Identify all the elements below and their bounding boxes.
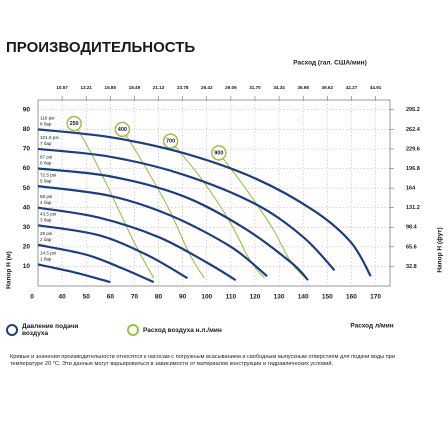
x2-axis-label: Расход (гал. США/мин) — [293, 60, 367, 67]
bar-label: 8 бар — [40, 122, 52, 127]
y-tick-label: 40 — [23, 204, 31, 211]
x-origin-label: 0 — [30, 294, 34, 301]
x2-tick-label: 34.34 — [273, 85, 285, 90]
y2-tick-label: 32.8 — [406, 264, 417, 270]
x-tick-label: 40 — [58, 294, 66, 301]
bar-label: 1 бар — [40, 257, 52, 262]
air-curve — [73, 123, 155, 279]
psi-label: 29 psi — [40, 231, 52, 236]
y-axis-label: Напор Н (м) — [6, 251, 13, 289]
y-tick-label: 20 — [23, 244, 31, 251]
x2-tick-label: 21.13 — [153, 85, 165, 90]
pressure-curve — [37, 224, 189, 280]
air-label-bubble — [114, 121, 131, 138]
bar-label: 2 бар — [40, 237, 52, 242]
x-tick-label: 70 — [131, 294, 139, 301]
pressure-curve — [37, 206, 237, 282]
y-tick-label: 90 — [23, 107, 31, 114]
y2-tick-label: 65.6 — [406, 244, 417, 250]
y-tick-label: 80 — [23, 126, 31, 133]
bar-label: 7 бар — [40, 141, 52, 146]
pressure-curve — [37, 185, 268, 278]
pressure-curve — [37, 263, 111, 284]
x-axis-label: Расход л/мин — [350, 323, 393, 330]
y-tick-label: 50 — [23, 185, 31, 192]
air-label-bubble — [211, 145, 227, 161]
y2-axis-label: Напор Н (фут) — [437, 227, 444, 272]
x-tick-label: 170 — [370, 294, 381, 301]
pressure-curve — [37, 128, 372, 277]
x-tick-label: 100 — [201, 294, 212, 301]
x-tick-label: 140 — [298, 294, 309, 301]
x2-tick-label: 29.06 — [225, 85, 237, 90]
x2-tick-label: 36.98 — [297, 85, 309, 90]
air-curve — [121, 129, 205, 279]
y2-tick-label: 196.8 — [406, 166, 420, 172]
y-tick-label: 70 — [23, 146, 31, 153]
x2-tick-label: 13.21 — [80, 85, 92, 90]
air-label-bubble — [66, 115, 82, 132]
psi-label: 58 psi — [40, 194, 52, 199]
x2-tick-label: 23.78 — [177, 85, 189, 90]
x2-tick-label: 42.27 — [346, 85, 358, 90]
x2-tick-label: 10.57 — [56, 85, 68, 90]
x-tick-label: 80 — [155, 294, 163, 301]
psi-label: 87 psi — [40, 155, 52, 160]
plot-frame — [37, 99, 391, 287]
x-tick-label: 90 — [179, 294, 187, 301]
y2-tick-label: 98.4 — [406, 225, 418, 231]
x2-tick-label: 18.49 — [129, 85, 141, 90]
x2-tick-label: 44.91 — [370, 85, 382, 90]
x-tick-label: 160 — [346, 294, 357, 301]
y2-tick-label: 131.2 — [406, 205, 420, 211]
x-tick-label: 120 — [250, 294, 261, 301]
air-label: 400 — [118, 127, 127, 133]
x-tick-label: 60 — [107, 294, 115, 301]
y2-tick-label: 229.6 — [406, 146, 420, 152]
bar-label: 3 бар — [40, 218, 52, 223]
air-label-bubble — [162, 133, 179, 149]
legend-air-icon — [127, 324, 139, 336]
bar-label: 5 бар — [40, 178, 52, 183]
x-tick-label: 130 — [274, 294, 285, 301]
bar-label: 4 бар — [40, 200, 52, 205]
x-tick-label: 110 — [226, 294, 237, 301]
air-curve — [170, 140, 266, 279]
x2-tick-label: 39.62 — [322, 85, 334, 90]
pressure-curve — [37, 243, 155, 284]
x-tick-label: 50 — [83, 294, 91, 301]
y2-tick-label: 262.4 — [406, 127, 421, 133]
legend-air: Расход воздуха н.л./мин — [143, 327, 222, 334]
y-tick-label: 60 — [23, 165, 31, 172]
psi-label: 14.5 psi — [40, 251, 56, 256]
psi-label: 101.5 psi — [40, 135, 59, 140]
psi-label: 116 psi — [40, 116, 54, 121]
pressure-curve — [37, 167, 309, 281]
chart-title: ПРОИЗВОДИТЕЛЬНОСТЬ — [6, 39, 195, 56]
x2-tick-label: 15.85 — [105, 85, 117, 90]
footnote: Кривые и значения производительности отн… — [10, 354, 395, 367]
air-label: 900 — [214, 150, 223, 156]
y-tick-label: 30 — [23, 224, 31, 231]
x2-tick-label: 31.70 — [249, 85, 261, 90]
y-tick-label: 10 — [23, 263, 31, 270]
psi-label: 43.5 psi — [40, 212, 56, 217]
air-curve — [218, 152, 307, 279]
x-tick-label: 150 — [322, 294, 333, 301]
y2-tick-label: 164 — [406, 186, 416, 192]
air-label: 700 — [166, 139, 175, 145]
legend-pressure-icon — [6, 324, 18, 336]
psi-label: 72.5 psi — [40, 172, 56, 177]
bar-label: 6 бар — [40, 161, 52, 166]
pressure-curve — [37, 147, 336, 272]
air-label: 250 — [70, 121, 79, 127]
legend-pressure: Давление подачи воздуха — [22, 323, 79, 337]
x2-tick-label: 26.42 — [201, 85, 213, 90]
y2-tick-label: 295.2 — [406, 107, 420, 113]
